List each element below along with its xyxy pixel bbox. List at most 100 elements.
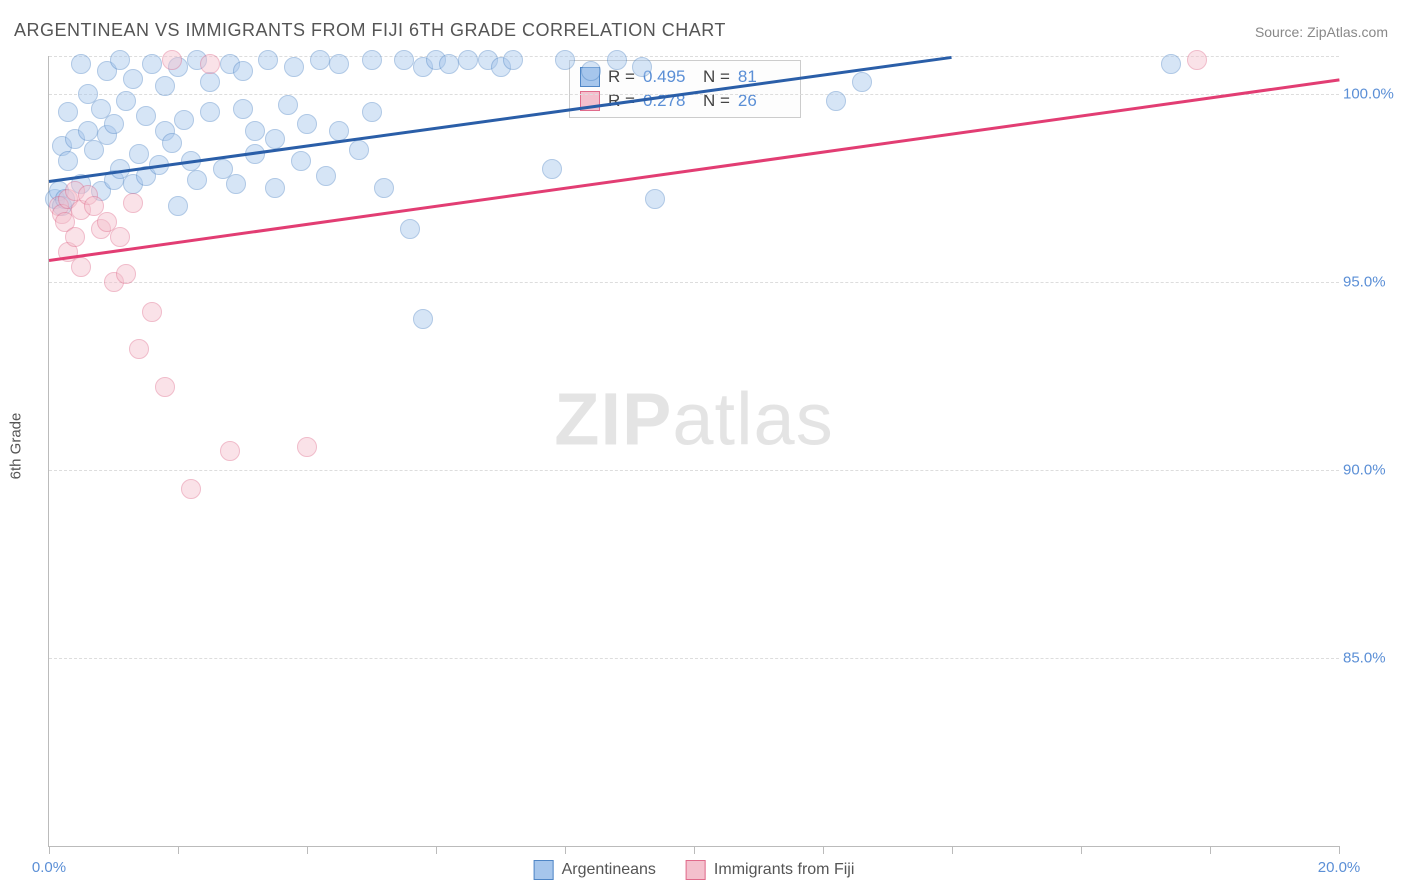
data-point (187, 170, 207, 190)
data-point (129, 144, 149, 164)
y-tick-label: 95.0% (1343, 273, 1403, 290)
data-point (316, 166, 336, 186)
legend-item: Argentineans (534, 860, 656, 880)
data-point (362, 102, 382, 122)
data-point (129, 339, 149, 359)
data-point (291, 151, 311, 171)
data-point (200, 102, 220, 122)
data-point (503, 50, 523, 70)
data-point (297, 114, 317, 134)
y-tick-label: 90.0% (1343, 461, 1403, 478)
watermark-atlas: atlas (672, 378, 833, 461)
data-point (65, 227, 85, 247)
legend-swatch (534, 860, 554, 880)
source-attribution: Source: ZipAtlas.com (1255, 24, 1388, 40)
legend-label: Argentineans (562, 861, 656, 879)
gridline (49, 56, 1339, 57)
data-point (142, 54, 162, 74)
data-point (278, 95, 298, 115)
x-tick-label: 0.0% (32, 859, 66, 876)
data-point (71, 54, 91, 74)
data-point (265, 129, 285, 149)
data-point (362, 50, 382, 70)
data-point (581, 61, 601, 81)
gridline (49, 282, 1339, 283)
data-point (458, 50, 478, 70)
data-point (110, 227, 130, 247)
legend-label: Immigrants from Fiji (714, 861, 854, 879)
data-point (1161, 54, 1181, 74)
data-point (542, 159, 562, 179)
source-value: ZipAtlas.com (1307, 24, 1388, 40)
x-tick-label: 20.0% (1318, 859, 1361, 876)
data-point (245, 121, 265, 141)
data-point (233, 99, 253, 119)
data-point (265, 178, 285, 198)
data-point (852, 72, 872, 92)
data-point (439, 54, 459, 74)
legend-item: Immigrants from Fiji (686, 860, 854, 880)
data-point (116, 264, 136, 284)
x-tick (307, 846, 308, 854)
n-label: N = (703, 67, 730, 87)
x-tick (49, 846, 50, 854)
data-point (155, 76, 175, 96)
data-point (116, 91, 136, 111)
data-point (394, 50, 414, 70)
source-label: Source: (1255, 24, 1307, 40)
data-point (162, 133, 182, 153)
x-tick (823, 846, 824, 854)
data-point (104, 114, 124, 134)
x-tick (1210, 846, 1211, 854)
chart-title: ARGENTINEAN VS IMMIGRANTS FROM FIJI 6TH … (14, 20, 726, 41)
x-tick (694, 846, 695, 854)
data-point (284, 57, 304, 77)
gridline (49, 658, 1339, 659)
data-point (632, 57, 652, 77)
data-point (58, 151, 78, 171)
data-point (1187, 50, 1207, 70)
data-point (826, 91, 846, 111)
data-point (142, 302, 162, 322)
data-point (78, 121, 98, 141)
data-point (155, 377, 175, 397)
data-point (123, 69, 143, 89)
data-point (220, 441, 240, 461)
watermark-zip: ZIP (554, 378, 672, 461)
data-point (233, 61, 253, 81)
legend: Argentineans Immigrants from Fiji (534, 860, 855, 880)
y-tick-label: 100.0% (1343, 85, 1403, 102)
data-point (226, 174, 246, 194)
gridline (49, 470, 1339, 471)
data-point (413, 309, 433, 329)
data-point (200, 72, 220, 92)
data-point (181, 479, 201, 499)
x-tick (178, 846, 179, 854)
data-point (607, 50, 627, 70)
x-tick (436, 846, 437, 854)
data-point (349, 140, 369, 160)
data-point (200, 54, 220, 74)
x-tick (565, 846, 566, 854)
data-point (174, 110, 194, 130)
data-point (400, 219, 420, 239)
data-point (136, 106, 156, 126)
data-point (645, 189, 665, 209)
data-point (110, 50, 130, 70)
correlation-stats-box: R =0.495N =81R =0.278N =26 (569, 60, 801, 118)
data-point (374, 178, 394, 198)
watermark: ZIPatlas (554, 377, 833, 462)
data-point (162, 50, 182, 70)
data-point (329, 54, 349, 74)
data-point (123, 193, 143, 213)
data-point (297, 437, 317, 457)
x-tick (1339, 846, 1340, 854)
r-label: R = (608, 67, 635, 87)
y-axis-title: 6th Grade (8, 413, 25, 480)
data-point (310, 50, 330, 70)
data-point (58, 102, 78, 122)
scatter-plot-area: ZIPatlas R =0.495N =81R =0.278N =26 Arge… (48, 56, 1339, 847)
data-point (555, 50, 575, 70)
data-point (168, 196, 188, 216)
legend-swatch (686, 860, 706, 880)
